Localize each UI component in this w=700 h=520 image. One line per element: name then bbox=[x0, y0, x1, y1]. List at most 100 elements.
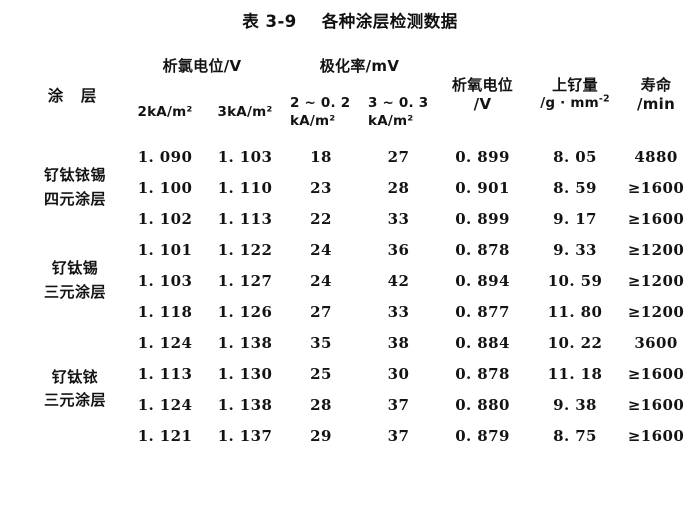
table-row: 钌钛铱锡 四元涂层 1. 090 1. 103 18 27 0. 899 8. … bbox=[28, 141, 690, 208]
cell-pol3: 30 bbox=[387, 364, 410, 383]
cell-ox: 0. 884 bbox=[455, 333, 510, 352]
header-group-polarization-rate: 极化率/mV bbox=[319, 57, 400, 76]
cell-ox: 0. 879 bbox=[455, 426, 510, 445]
header-sub-polarization-2to02: 2 ~ 0. 2 kA/m² bbox=[290, 95, 351, 129]
cell-ru: 8. 75 bbox=[553, 426, 597, 445]
cell-ru: 11. 80 bbox=[547, 302, 603, 321]
cell-life: 3600 bbox=[634, 333, 678, 352]
cell-cl2ka: 1. 100 bbox=[137, 178, 193, 197]
coating-name-group-0: 钌钛铱锡 四元涂层 bbox=[43, 166, 106, 208]
table-row: 钌钛锡 三元涂层 1. 101 1. 122 24 36 0. 878 9. 3… bbox=[28, 234, 690, 301]
cell-pol3: 28 bbox=[387, 178, 410, 197]
cell-cl2ka: 1. 113 bbox=[137, 364, 193, 383]
header-oxygen-potential-line1: 析氧电位 bbox=[451, 75, 514, 94]
cell-life: ≥1600 bbox=[627, 178, 685, 197]
cell-life: ≥1200 bbox=[627, 302, 685, 321]
cell-life: ≥1600 bbox=[627, 395, 685, 414]
cell-cl3ka: 1. 138 bbox=[217, 395, 273, 414]
table-title: 表 3-9 各种涂层检测数据 bbox=[242, 12, 458, 31]
coating-name-group-2: 钌钛铱 三元涂层 bbox=[43, 367, 106, 409]
table-row: 1. 118 1. 126 27 33 0. 877 11. 80 ≥1200 bbox=[28, 296, 690, 327]
cell-pol2: 18 bbox=[310, 147, 332, 166]
cell-ox: 0. 901 bbox=[455, 178, 510, 197]
cell-cl3ka: 1. 138 bbox=[217, 333, 273, 352]
cell-ru: 11. 18 bbox=[547, 364, 603, 383]
cell-cl2ka: 1. 118 bbox=[137, 302, 193, 321]
header-ruthenium-loading-exponent: -2 bbox=[598, 93, 610, 105]
header-lifetime-line2: /min bbox=[636, 94, 676, 113]
coating-test-data-table: 涂 层 析氯电位/V 极化率/mV 析氧电位 /V 上钌量 /g · mm-2 … bbox=[28, 48, 690, 451]
cell-cl3ka: 1. 122 bbox=[217, 240, 273, 259]
header-sub-polarization-3to03: 3 ~ 0. 3 kA/m² bbox=[368, 95, 429, 129]
cell-cl3ka: 1. 110 bbox=[217, 178, 273, 197]
header-lifetime: 寿命 /min bbox=[622, 48, 690, 141]
cell-pol3: 42 bbox=[387, 271, 410, 290]
table-body: 钌钛铱锡 四元涂层 1. 090 1. 103 18 27 0. 899 8. … bbox=[28, 141, 690, 451]
cell-pol3: 27 bbox=[387, 147, 410, 166]
cell-cl2ka: 1. 090 bbox=[137, 147, 193, 166]
cell-cl3ka: 1. 130 bbox=[217, 364, 273, 383]
cell-cl2ka: 1. 124 bbox=[137, 333, 193, 352]
header-ruthenium-loading-line2: /g · mm-2 bbox=[528, 93, 622, 113]
header-row-subunits: 2kA/m² 3kA/m² 2 ~ 0. 2 kA/m² 3 ~ 0. 3 kA… bbox=[28, 85, 690, 141]
cell-cl2ka: 1. 121 bbox=[137, 426, 193, 445]
cell-cl3ka: 1. 113 bbox=[217, 209, 273, 228]
cell-life: 4880 bbox=[634, 147, 678, 166]
table-row: 钌钛铱 三元涂层 1. 124 1. 138 35 38 0. 884 10. … bbox=[28, 327, 690, 410]
table-row: 1. 103 1. 127 24 42 0. 894 10. 59 ≥1200 bbox=[28, 265, 690, 296]
cell-ru: 9. 17 bbox=[553, 209, 597, 228]
cell-pol2: 25 bbox=[310, 364, 332, 383]
table-row: 1. 113 1. 130 25 30 0. 878 11. 18 ≥1600 bbox=[28, 358, 690, 389]
cell-pol3: 37 bbox=[387, 395, 410, 414]
cell-ox: 0. 878 bbox=[455, 364, 510, 383]
cell-pol3: 37 bbox=[387, 426, 410, 445]
cell-cl3ka: 1. 126 bbox=[217, 302, 273, 321]
cell-ru: 9. 38 bbox=[553, 395, 597, 414]
cell-life: ≥1600 bbox=[627, 364, 685, 383]
cell-ru: 10. 22 bbox=[547, 333, 603, 352]
cell-cl3ka: 1. 103 bbox=[217, 147, 273, 166]
cell-ru: 10. 59 bbox=[547, 271, 603, 290]
cell-life: ≥1200 bbox=[627, 240, 685, 259]
cell-ox: 0. 880 bbox=[455, 395, 510, 414]
table-row: 1. 100 1. 110 23 28 0. 901 8. 59 ≥1600 bbox=[28, 172, 690, 203]
cell-cl2ka: 1. 101 bbox=[137, 240, 193, 259]
cell-ox: 0. 899 bbox=[455, 209, 510, 228]
header-ruthenium-loading: 上钌量 /g · mm-2 bbox=[528, 48, 622, 141]
header-group-chlorine-potential: 析氯电位/V bbox=[162, 57, 242, 76]
header-coating: 涂 层 bbox=[47, 86, 103, 105]
cell-ru: 8. 05 bbox=[553, 147, 597, 166]
cell-pol2: 23 bbox=[310, 178, 332, 197]
cell-cl3ka: 1. 137 bbox=[217, 426, 273, 445]
cell-pol2: 24 bbox=[310, 240, 332, 259]
header-sub-chlorine-2ka: 2kA/m² bbox=[137, 104, 193, 121]
table-header: 涂 层 析氯电位/V 极化率/mV 析氧电位 /V 上钌量 /g · mm-2 … bbox=[28, 48, 690, 141]
cell-pol2: 24 bbox=[310, 271, 332, 290]
header-sub-chlorine-3ka: 3kA/m² bbox=[217, 104, 273, 121]
cell-life: ≥1600 bbox=[627, 209, 685, 228]
table-container: 涂 层 析氯电位/V 极化率/mV 析氧电位 /V 上钌量 /g · mm-2 … bbox=[28, 48, 690, 451]
coating-name-group-1: 钌钛锡 三元涂层 bbox=[43, 259, 106, 301]
header-oxygen-potential-line2: /V bbox=[473, 94, 492, 113]
header-row-groups: 涂 层 析氯电位/V 极化率/mV 析氧电位 /V 上钌量 /g · mm-2 … bbox=[28, 48, 690, 112]
cell-pol3: 36 bbox=[387, 240, 410, 259]
cell-pol2: 28 bbox=[310, 395, 332, 414]
cell-ox: 0. 899 bbox=[455, 147, 510, 166]
cell-cl2ka: 1. 102 bbox=[137, 209, 193, 228]
header-oxygen-potential: 析氧电位 /V bbox=[437, 48, 528, 141]
cell-ox: 0. 878 bbox=[455, 240, 510, 259]
cell-life: ≥1600 bbox=[627, 426, 685, 445]
header-lifetime-line1: 寿命 bbox=[640, 75, 672, 94]
cell-pol2: 35 bbox=[310, 333, 332, 352]
cell-cl2ka: 1. 103 bbox=[137, 271, 193, 290]
cell-life: ≥1200 bbox=[627, 271, 685, 290]
cell-pol2: 29 bbox=[310, 426, 332, 445]
cell-cl2ka: 1. 124 bbox=[137, 395, 193, 414]
table-row: 1. 124 1. 138 28 37 0. 880 9. 38 ≥1600 bbox=[28, 389, 690, 420]
cell-pol3: 33 bbox=[387, 302, 410, 321]
cell-pol2: 22 bbox=[310, 209, 332, 228]
cell-ru: 8. 59 bbox=[553, 178, 597, 197]
cell-pol3: 33 bbox=[387, 209, 410, 228]
table-row: 1. 121 1. 137 29 37 0. 879 8. 75 ≥1600 bbox=[28, 420, 690, 451]
